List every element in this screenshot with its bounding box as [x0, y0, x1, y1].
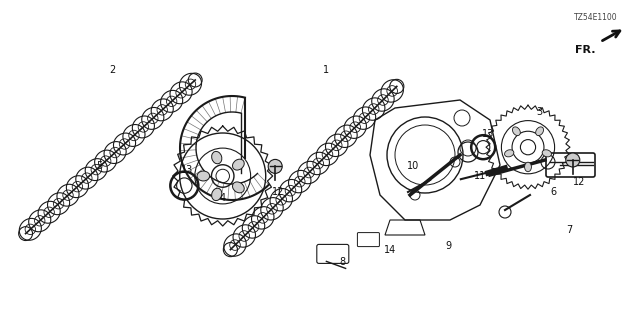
Text: 12: 12	[272, 187, 285, 197]
Ellipse shape	[525, 162, 531, 172]
Text: 12: 12	[573, 177, 586, 188]
Ellipse shape	[542, 150, 552, 157]
Ellipse shape	[536, 127, 543, 136]
Text: 1: 1	[323, 65, 330, 76]
Text: 6: 6	[550, 187, 557, 197]
Ellipse shape	[232, 159, 244, 170]
Text: 9: 9	[445, 241, 451, 252]
Text: 10: 10	[406, 161, 419, 172]
Text: 2: 2	[109, 65, 115, 76]
Text: TZ54E1100: TZ54E1100	[574, 13, 618, 22]
Ellipse shape	[513, 127, 520, 136]
Text: 14: 14	[384, 244, 397, 255]
Ellipse shape	[212, 151, 222, 164]
Text: 4: 4	[220, 193, 226, 204]
Circle shape	[566, 153, 580, 167]
Text: 5: 5	[96, 161, 102, 172]
Ellipse shape	[232, 182, 244, 193]
Circle shape	[268, 159, 282, 173]
Text: 13: 13	[481, 129, 494, 140]
Text: 8: 8	[339, 257, 346, 268]
Text: 3: 3	[536, 107, 543, 117]
Text: 11: 11	[474, 171, 486, 181]
Ellipse shape	[197, 171, 210, 181]
Text: FR.: FR.	[575, 45, 596, 55]
Ellipse shape	[212, 188, 222, 201]
Text: 7: 7	[566, 225, 573, 236]
Ellipse shape	[504, 150, 514, 157]
Text: 13: 13	[181, 164, 194, 175]
